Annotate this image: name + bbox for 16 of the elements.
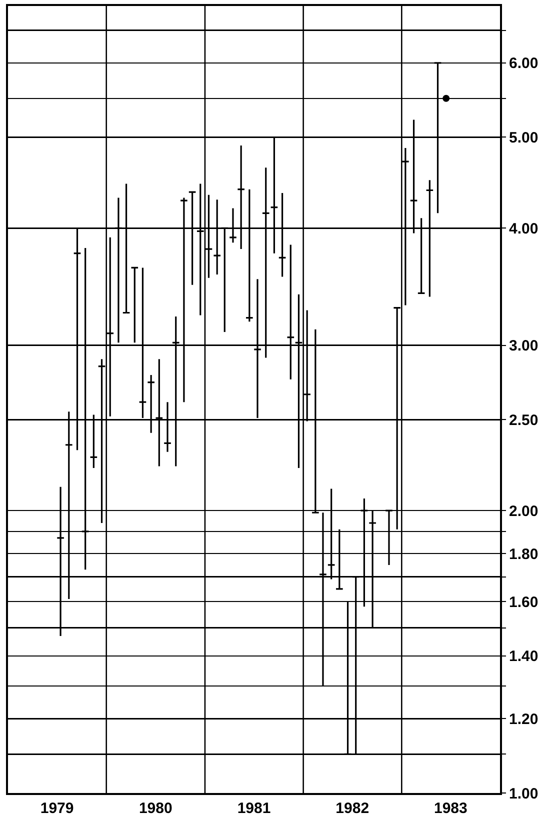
x-tick-label: 1983 (434, 800, 468, 815)
x-tick-label: 1979 (40, 800, 74, 815)
y-tick-label: 6.00 (509, 55, 538, 72)
y-tick-label: 1.60 (509, 594, 538, 611)
y-tick-label: 3.00 (509, 338, 538, 355)
y-tick-label: 2.00 (509, 502, 538, 520)
y-tick-label: 2.50 (509, 412, 538, 429)
y-tick-label: 1.40 (509, 648, 538, 666)
y-tick-label: 1.20 (509, 710, 538, 728)
x-tick-label: 1982 (336, 800, 370, 815)
y-tick-label: 1.00 (509, 785, 538, 802)
y-tick-label: 1.80 (509, 546, 538, 563)
y-tick-label: 5.00 (509, 129, 538, 146)
x-tick-label: 1981 (237, 800, 271, 815)
y-tick-label: 4.00 (509, 220, 538, 238)
x-tick-label: 1980 (138, 800, 172, 815)
